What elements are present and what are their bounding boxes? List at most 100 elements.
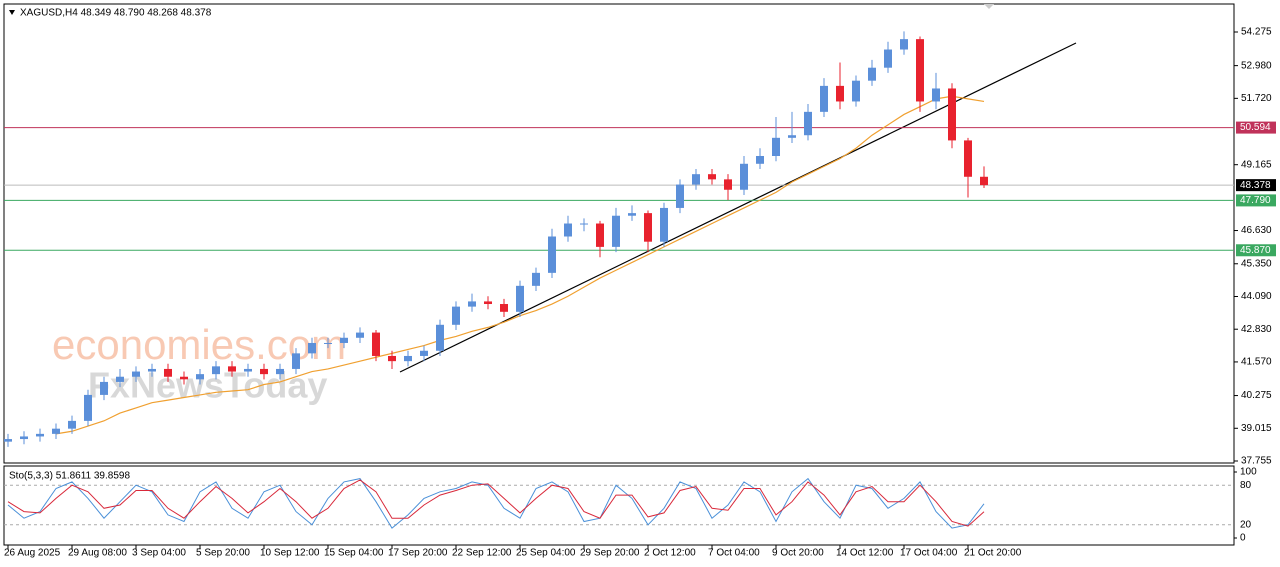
- y-tick-label: 0: [1240, 533, 1246, 544]
- candle-body: [148, 368, 156, 372]
- watermark: FxNewsToday: [88, 365, 327, 406]
- oscillator-line: [7, 479, 985, 527]
- scroll-marker: [984, 4, 994, 9]
- candle-body: [276, 368, 284, 375]
- candle-body: [68, 420, 76, 429]
- candle-body: [692, 174, 700, 185]
- candle-body: [980, 176, 988, 186]
- candle-body: [100, 381, 108, 395]
- candle-body: [164, 368, 172, 377]
- candle-body: [404, 355, 412, 362]
- candle-body: [612, 215, 620, 247]
- candle-body: [740, 163, 748, 190]
- candle-body: [868, 67, 876, 81]
- candle-body: [500, 304, 508, 312]
- candle-body: [292, 353, 300, 369]
- y-tick-label: 100: [1240, 467, 1257, 478]
- candle-body: [4, 439, 12, 442]
- oscillator-title: Sto(5,3,3) 51.8611 39.8598: [9, 471, 130, 482]
- candle-body: [468, 301, 476, 307]
- x-tick-label: 3 Sep 04:00: [132, 548, 186, 559]
- menu-arrow[interactable]: [9, 10, 15, 15]
- candle-body: [308, 342, 316, 354]
- x-tick-label: 29 Aug 08:00: [68, 548, 127, 559]
- candle-body: [708, 174, 716, 180]
- candle-body: [644, 213, 652, 242]
- y-tick-label: 37.755: [1241, 456, 1272, 467]
- level-label-box: [1236, 244, 1276, 257]
- y-tick-label: 46.630: [1241, 225, 1272, 236]
- level-label: 47.790: [1240, 195, 1271, 206]
- candle-body: [84, 394, 92, 421]
- candle-body: [596, 223, 604, 247]
- candle-body: [964, 140, 972, 177]
- candle-body: [900, 39, 908, 50]
- watermark: economies.com: [52, 321, 346, 368]
- candle-body: [356, 332, 364, 338]
- y-tick-label: 52.980: [1241, 60, 1272, 71]
- candle-body: [436, 324, 444, 351]
- level-label: 45.870: [1240, 245, 1271, 256]
- current-price-box: [1236, 179, 1276, 192]
- candle-body: [20, 436, 28, 440]
- x-tick-label: 9 Oct 20:00: [772, 548, 824, 559]
- x-tick-label: 15 Sep 04:00: [324, 548, 384, 559]
- candle-body: [660, 207, 668, 242]
- candle-body: [948, 88, 956, 141]
- candle-body: [548, 236, 556, 273]
- candle-body: [228, 366, 236, 372]
- candle-body: [116, 376, 124, 382]
- candle-body: [372, 332, 380, 356]
- candle-body: [564, 223, 572, 237]
- y-tick-label: 42.830: [1241, 324, 1272, 335]
- chart-title: XAGUSD,H4 48.349 48.790 48.268 48.378: [20, 8, 212, 19]
- candle-body: [772, 137, 780, 156]
- level-label-box: [1236, 121, 1276, 134]
- x-tick-label: 21 Oct 20:00: [964, 548, 1022, 559]
- candle-body: [324, 342, 332, 344]
- x-tick-label: 22 Sep 12:00: [452, 548, 512, 559]
- candle-body: [516, 285, 524, 312]
- y-tick-label: 41.570: [1241, 357, 1272, 368]
- candle-body: [932, 88, 940, 102]
- y-tick-label: 80: [1240, 480, 1252, 491]
- candle-body: [180, 376, 188, 380]
- candle-body: [804, 111, 812, 136]
- candle-body: [36, 433, 44, 437]
- x-tick-label: 17 Sep 20:00: [388, 548, 448, 559]
- y-tick-label: 40.275: [1241, 390, 1272, 401]
- candle-body: [788, 135, 796, 138]
- oscillator-line: [7, 477, 985, 529]
- level-label: 50.594: [1240, 122, 1271, 133]
- x-tick-label: 29 Sep 20:00: [580, 548, 640, 559]
- x-tick-label: 25 Sep 04:00: [516, 548, 576, 559]
- current-price-label: 48.378: [1240, 180, 1271, 191]
- x-tick-label: 2 Oct 12:00: [644, 548, 696, 559]
- y-tick-label: 44.090: [1241, 291, 1272, 302]
- candle-body: [340, 337, 348, 343]
- candle-body: [724, 179, 732, 190]
- x-tick-label: 7 Oct 04:00: [708, 548, 760, 559]
- candle-body: [836, 85, 844, 102]
- candle-body: [676, 184, 684, 208]
- candle-body: [484, 301, 492, 305]
- candle-body: [52, 428, 60, 434]
- candle-body: [452, 306, 460, 325]
- candle-body: [580, 223, 588, 225]
- candle-body: [260, 368, 268, 375]
- candle-body: [628, 213, 636, 216]
- candle-body: [212, 366, 220, 375]
- candle-body: [196, 374, 204, 380]
- x-tick-label: 10 Sep 12:00: [260, 548, 320, 559]
- level-label-box: [1236, 194, 1276, 207]
- y-tick-label: 20: [1240, 519, 1252, 530]
- candle-body: [132, 371, 140, 377]
- x-tick-label: 26 Aug 2025: [4, 548, 61, 559]
- candle-body: [532, 272, 540, 286]
- candle-body: [420, 350, 428, 356]
- y-tick-label: 54.275: [1241, 27, 1272, 38]
- candle-body: [820, 85, 828, 112]
- x-tick-label: 5 Sep 20:00: [196, 548, 250, 559]
